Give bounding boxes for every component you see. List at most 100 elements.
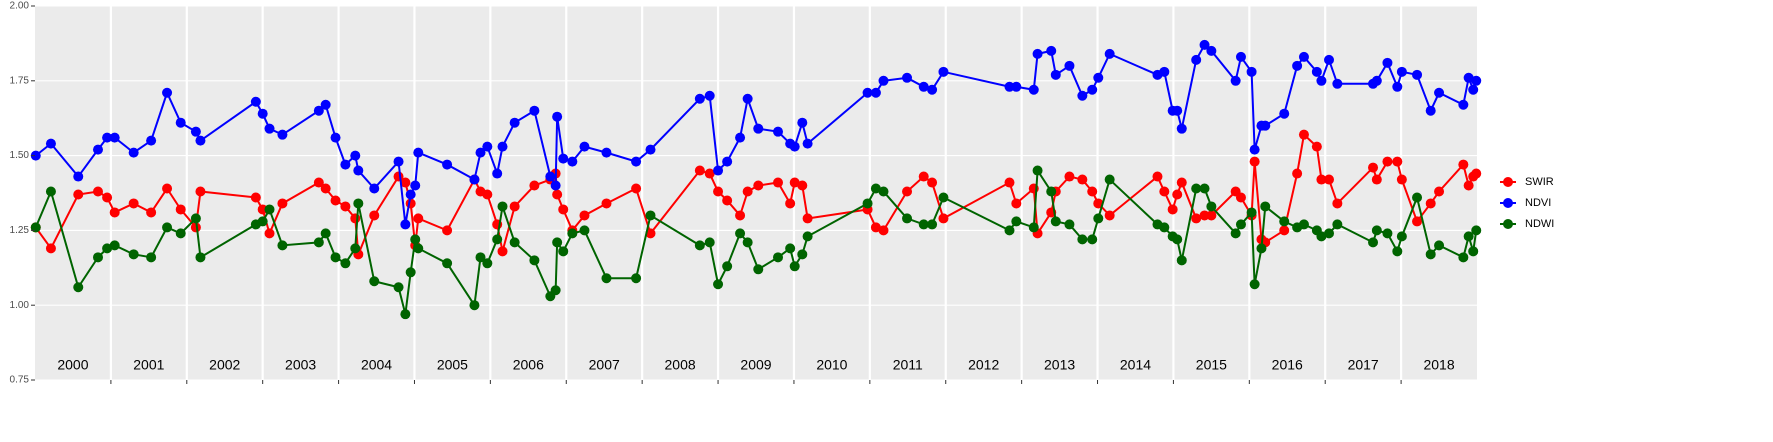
data-point — [509, 237, 520, 248]
data-point — [393, 156, 404, 167]
data-point — [330, 132, 341, 143]
data-point — [1392, 246, 1403, 257]
data-point — [1167, 204, 1178, 215]
data-point — [753, 123, 764, 134]
data-point — [190, 213, 201, 224]
data-point — [1368, 162, 1379, 173]
data-point — [45, 138, 56, 149]
data-point — [146, 252, 157, 263]
data-point — [190, 222, 201, 233]
data-point — [1235, 51, 1246, 62]
data-point — [1004, 177, 1015, 188]
data-point — [902, 186, 913, 197]
data-point — [1199, 183, 1210, 194]
data-point — [902, 72, 913, 83]
data-point — [722, 195, 733, 206]
data-point — [550, 285, 561, 296]
data-point — [128, 249, 139, 260]
data-point — [1064, 219, 1075, 230]
data-point — [1368, 237, 1379, 248]
data-point — [1050, 69, 1061, 80]
data-point — [645, 144, 656, 155]
data-point — [785, 198, 796, 209]
data-point — [102, 243, 113, 254]
data-point — [1032, 48, 1043, 59]
data-point — [353, 165, 364, 176]
data-point — [552, 189, 563, 200]
legend-label: NDWI — [1525, 218, 1554, 230]
data-point — [1425, 198, 1436, 209]
legend-label: NDVI — [1525, 197, 1551, 209]
data-point — [410, 180, 421, 191]
data-point — [1332, 78, 1343, 89]
data-point — [1382, 228, 1393, 239]
data-point — [45, 243, 56, 254]
data-point — [735, 210, 746, 221]
y-tick-label: 1.00 — [10, 300, 30, 311]
year-label: 2016 — [1272, 357, 1303, 373]
data-point — [92, 144, 103, 155]
year-label: 2017 — [1348, 357, 1379, 373]
data-point — [529, 105, 540, 116]
data-point — [601, 273, 612, 284]
data-point — [320, 228, 331, 239]
data-point — [1311, 66, 1322, 77]
data-point — [330, 195, 341, 206]
data-point — [162, 183, 173, 194]
data-point — [1468, 84, 1479, 95]
data-point — [350, 243, 361, 254]
data-point — [1152, 171, 1163, 182]
data-point — [413, 243, 424, 254]
year-label: 2004 — [361, 357, 392, 373]
data-point — [45, 186, 56, 197]
data-point — [1392, 81, 1403, 92]
data-point — [1176, 123, 1187, 134]
data-point — [1471, 168, 1482, 179]
data-point — [694, 93, 705, 104]
data-point — [1412, 192, 1423, 203]
data-point — [1332, 198, 1343, 209]
data-point — [1458, 159, 1469, 170]
legend-swatch — [1503, 198, 1513, 208]
data-point — [1298, 129, 1309, 140]
data-point — [1279, 216, 1290, 227]
data-point — [802, 138, 813, 149]
data-point — [1176, 177, 1187, 188]
data-point — [340, 201, 351, 212]
year-label: 2014 — [1120, 357, 1151, 373]
data-point — [927, 177, 938, 188]
data-point — [579, 225, 590, 236]
data-point — [1206, 45, 1217, 56]
data-point — [264, 123, 275, 134]
data-point — [694, 165, 705, 176]
data-point — [73, 189, 84, 200]
data-point — [1046, 45, 1057, 56]
data-point — [645, 228, 656, 239]
year-label: 2015 — [1196, 357, 1227, 373]
data-point — [1235, 219, 1246, 230]
data-point — [1032, 165, 1043, 176]
data-point — [878, 75, 889, 86]
data-point — [1371, 174, 1382, 185]
data-point — [1191, 54, 1202, 65]
data-point — [742, 237, 753, 248]
data-point — [264, 228, 275, 239]
data-point — [482, 141, 493, 152]
year-label: 2010 — [816, 357, 847, 373]
data-point — [1087, 234, 1098, 245]
data-point — [1382, 156, 1393, 167]
data-point — [552, 111, 563, 122]
data-point — [482, 258, 493, 269]
data-point — [497, 201, 508, 212]
legend-swatch — [1503, 219, 1513, 229]
data-point — [567, 228, 578, 239]
data-point — [927, 219, 938, 230]
data-point — [785, 243, 796, 254]
data-point — [469, 174, 480, 185]
data-point — [190, 126, 201, 137]
data-point — [735, 132, 746, 143]
y-tick-label: 1.50 — [10, 150, 30, 161]
data-point — [442, 159, 453, 170]
data-point — [320, 99, 331, 110]
